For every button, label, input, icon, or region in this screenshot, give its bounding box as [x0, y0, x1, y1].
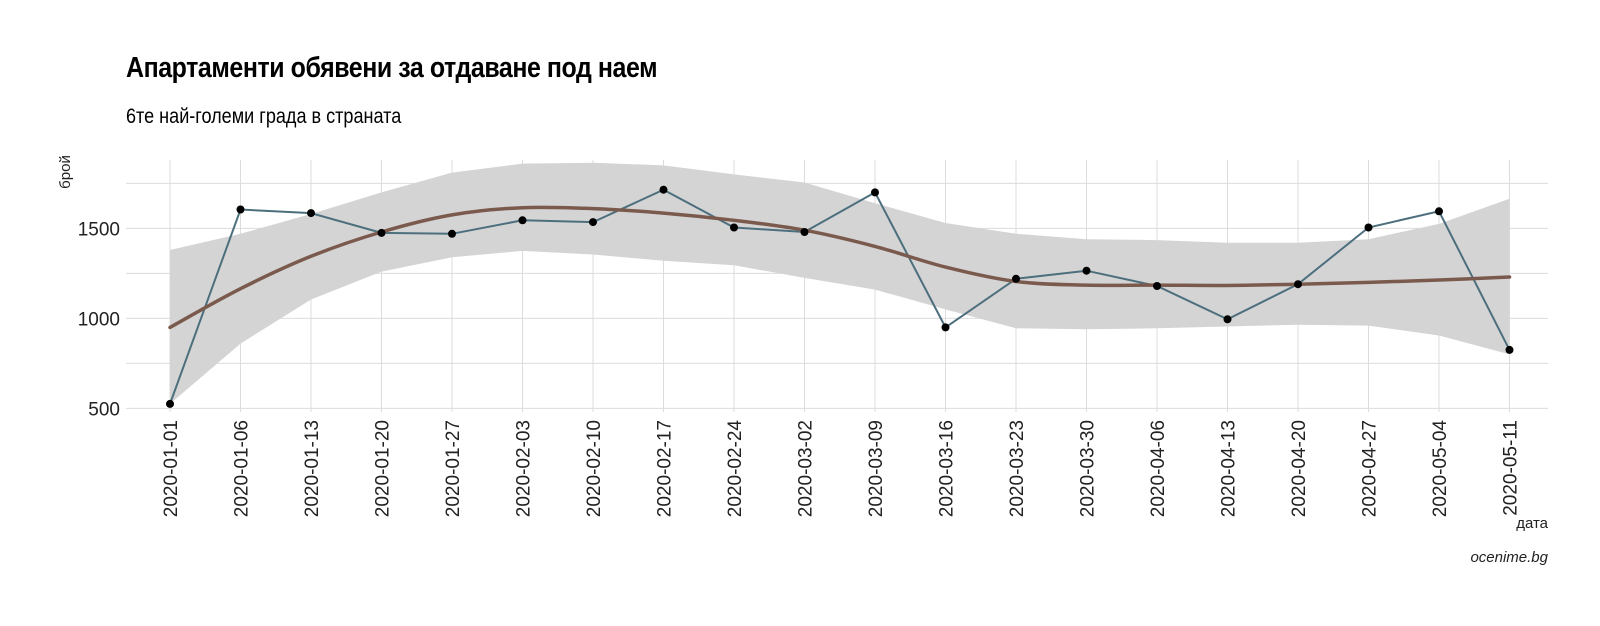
data-point	[871, 188, 879, 197]
data-point	[1082, 266, 1091, 275]
y-tick-label: 1000	[78, 309, 120, 330]
data-point	[1435, 207, 1443, 216]
chart-title: Апартаменти обявени за отдаване под наем	[126, 52, 658, 84]
x-tick-label: 2020-03-23	[1007, 420, 1028, 517]
x-axis-label: дата	[1516, 515, 1548, 532]
x-tick-label: 2020-04-27	[1360, 420, 1381, 517]
data-point	[730, 223, 738, 232]
x-tick-label: 2020-03-16	[937, 420, 958, 517]
data-point	[518, 216, 527, 225]
x-tick-label: 2020-01-01	[161, 420, 182, 517]
data-point	[941, 323, 950, 332]
data-point	[1153, 282, 1161, 290]
x-tick-label: 2020-04-13	[1219, 420, 1240, 517]
x-tick-label: 2020-03-02	[796, 420, 817, 517]
chart-subtitle: 6те най-големи града в страната	[126, 105, 402, 128]
data-point	[1364, 223, 1373, 232]
x-tick-label: 2020-04-20	[1289, 420, 1310, 517]
x-tick-label: 2020-01-27	[443, 420, 464, 517]
x-tick-label: 2020-01-13	[302, 420, 323, 517]
x-tick-label: 2020-02-10	[584, 420, 605, 517]
data-point	[236, 205, 245, 214]
data-point	[659, 185, 668, 194]
data-point	[166, 399, 174, 408]
data-point	[448, 229, 456, 238]
series-lines	[168, 188, 1512, 405]
y-axis-ticks: 500 1000 1500	[78, 219, 120, 420]
x-tick-label: 2020-02-17	[655, 420, 676, 517]
x-axis-ticks: 2020-01-01 2020-01-06 2020-01-13 2020-01-20…	[161, 420, 1522, 518]
data-point	[1505, 345, 1514, 354]
y-tick-label: 1500	[78, 219, 120, 240]
y-tick-label: 500	[88, 399, 120, 420]
data-point	[800, 228, 809, 236]
x-tick-label: 2020-01-06	[232, 420, 253, 517]
data-point	[307, 209, 315, 218]
data-point	[1294, 280, 1302, 289]
x-tick-label: 2020-01-20	[373, 420, 394, 517]
x-tick-label: 2020-02-03	[514, 420, 535, 517]
chart-caption: ocenime.bg	[1470, 549, 1548, 566]
series-line	[169, 188, 1511, 405]
y-axis-label: брой	[57, 155, 74, 189]
x-tick-label: 2020-02-24	[725, 420, 746, 518]
data-point	[1223, 315, 1232, 324]
data-point	[589, 218, 597, 227]
x-tick-label: 2020-03-09	[866, 420, 887, 517]
x-tick-label: 2020-05-11	[1501, 420, 1522, 516]
x-tick-label: 2020-03-30	[1078, 420, 1099, 517]
data-point	[1012, 274, 1020, 283]
trend-line	[168, 205, 1512, 330]
data-points	[166, 185, 1514, 408]
data-point	[377, 228, 386, 237]
x-tick-label: 2020-04-06	[1148, 420, 1169, 517]
x-tick-label: 2020-05-04	[1430, 420, 1451, 518]
